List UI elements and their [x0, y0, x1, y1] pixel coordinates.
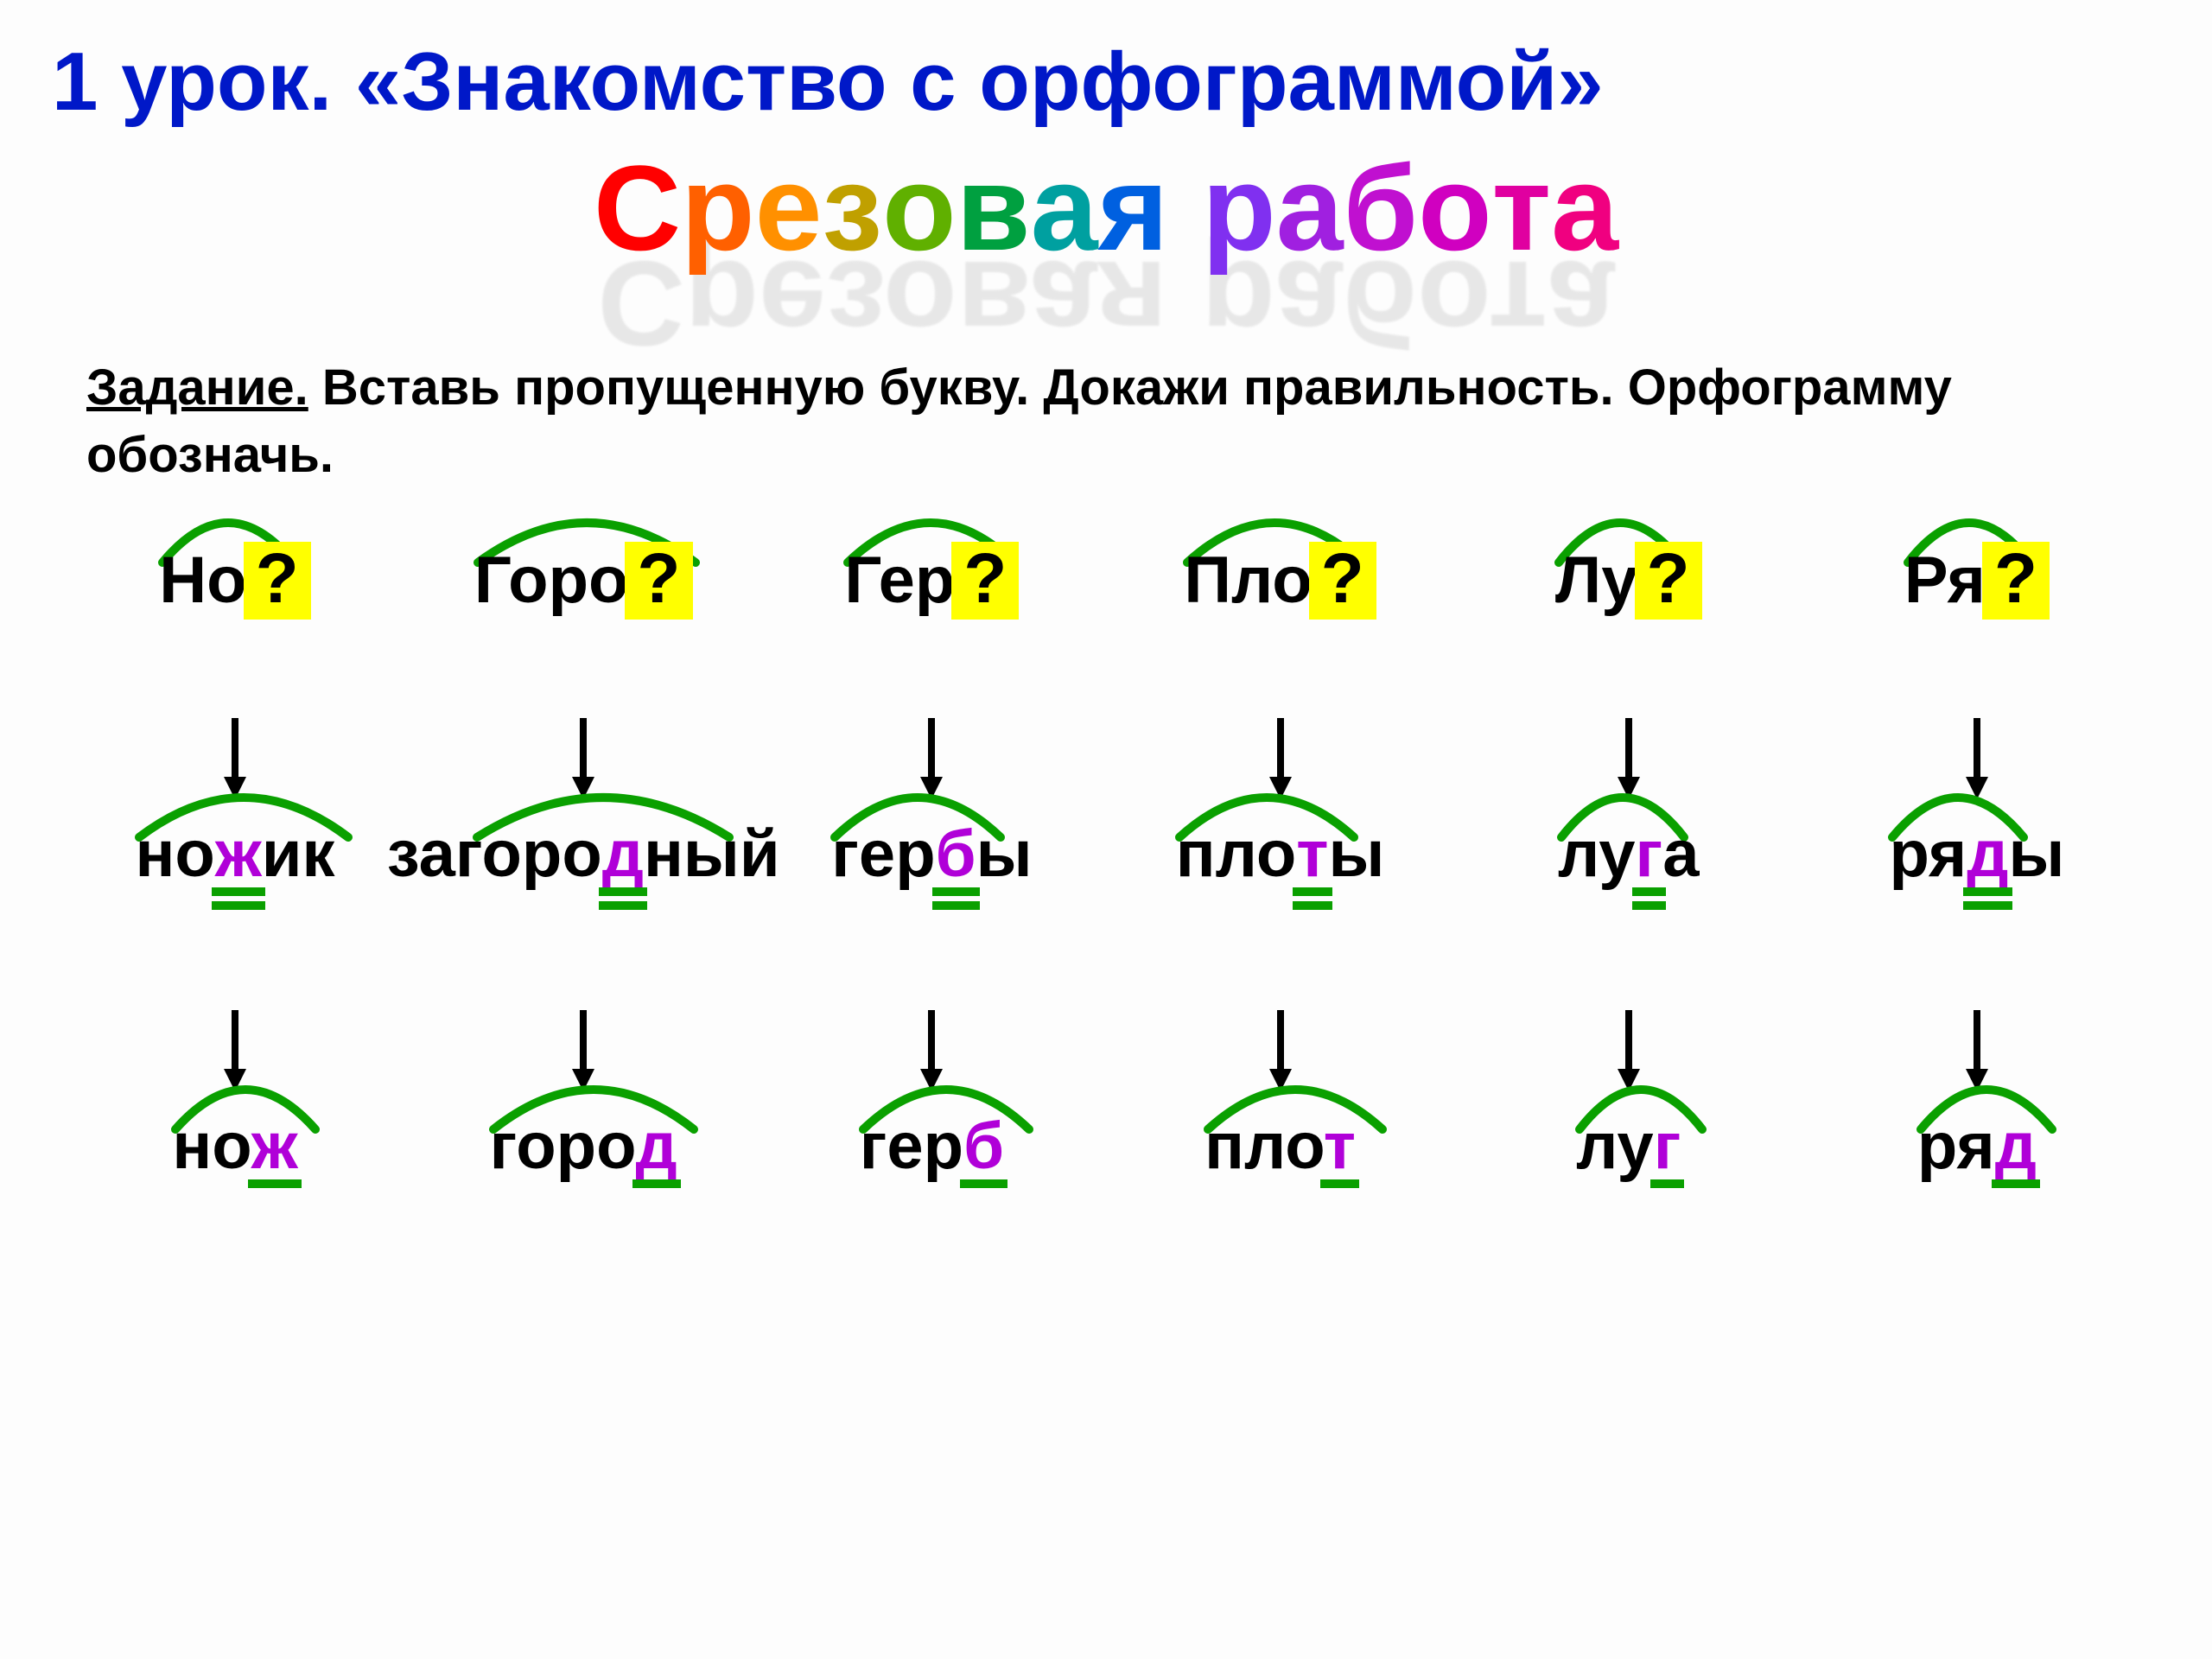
- task-body: Вставь пропущенную букву. Докажи правиль…: [86, 359, 1952, 483]
- check-word: загородный: [387, 817, 780, 892]
- arrow-down-icon: [1268, 715, 1294, 801]
- question-mark-box: ?: [1982, 542, 2050, 620]
- word-column: Горо?загородныйгород: [417, 542, 749, 1264]
- arrow-down-icon: [1616, 1007, 1642, 1093]
- check-word: ряды: [1889, 817, 2064, 892]
- question-mark-box: ?: [951, 542, 1019, 620]
- arrow-down-icon: [918, 715, 944, 801]
- answer-word: нож: [172, 1109, 297, 1184]
- arrow-down-icon: [1964, 715, 1990, 801]
- question-word: Ря?: [1904, 542, 2050, 620]
- check-word: гербы: [831, 817, 1032, 892]
- answer-word: герб: [860, 1109, 1004, 1184]
- answer-word: город: [490, 1109, 677, 1184]
- word-column: Ря? ряды ряд: [1811, 542, 2143, 1264]
- answer-word: ряд: [1917, 1109, 2037, 1184]
- arrow-down-icon: [570, 1007, 596, 1093]
- question-word: Пло?: [1184, 542, 1376, 620]
- question-mark-box: ?: [1309, 542, 1376, 620]
- answer-word: плот: [1205, 1109, 1356, 1184]
- arrow-down-icon: [1616, 715, 1642, 801]
- word-column: Лу? луга луг: [1463, 542, 1795, 1264]
- question-word: Гер?: [844, 542, 1019, 620]
- question-word: Лу?: [1555, 542, 1702, 620]
- lesson-title: 1 урок. «Знакомство с орфограммой»: [52, 35, 2160, 130]
- rainbow-heading: Срезовая работа Срезовая работа: [52, 138, 2160, 328]
- word-column: Но? ножик нож: [69, 542, 401, 1264]
- check-word: ножик: [136, 817, 335, 892]
- arrow-down-icon: [222, 715, 248, 801]
- question-mark-box: ?: [625, 542, 692, 620]
- arrow-down-icon: [1268, 1007, 1294, 1093]
- question-word: Но?: [159, 542, 310, 620]
- question-mark-box: ?: [244, 542, 311, 620]
- check-word: плоты: [1176, 817, 1385, 892]
- task-text: Задание. Вставь пропущенную букву. Докаж…: [86, 354, 2126, 490]
- word-column: Пло? плоты плот: [1115, 542, 1446, 1264]
- word-column: Гер? гербы герб: [766, 542, 1097, 1264]
- words-grid: Но?ножикножГоро?загородныйгородГер?гербы…: [52, 542, 2160, 1264]
- arrow-down-icon: [918, 1007, 944, 1093]
- arrow-down-icon: [570, 715, 596, 801]
- arrow-down-icon: [222, 1007, 248, 1093]
- question-word: Горо?: [474, 542, 693, 620]
- answer-word: луг: [1576, 1109, 1681, 1184]
- check-word: луга: [1558, 817, 1699, 892]
- arrow-down-icon: [1964, 1007, 1990, 1093]
- question-mark-box: ?: [1635, 542, 1702, 620]
- task-label: Задание.: [86, 359, 308, 416]
